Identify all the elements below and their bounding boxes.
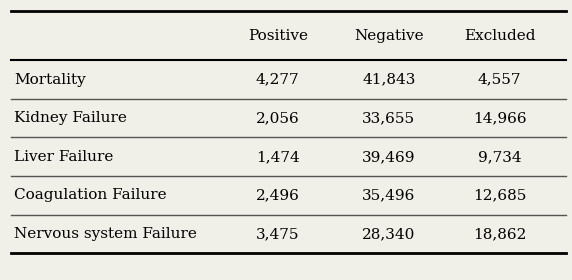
- Text: 14,966: 14,966: [473, 111, 526, 125]
- Text: Excluded: Excluded: [464, 29, 535, 43]
- Text: 2,496: 2,496: [256, 188, 300, 202]
- Text: 9,734: 9,734: [478, 150, 522, 164]
- Text: 4,277: 4,277: [256, 73, 300, 87]
- Text: Kidney Failure: Kidney Failure: [14, 111, 127, 125]
- Text: 3,475: 3,475: [256, 227, 300, 241]
- Text: Mortality: Mortality: [14, 73, 86, 87]
- Text: Positive: Positive: [248, 29, 308, 43]
- Text: 28,340: 28,340: [362, 227, 415, 241]
- Text: Liver Failure: Liver Failure: [14, 150, 114, 164]
- Text: Coagulation Failure: Coagulation Failure: [14, 188, 167, 202]
- Text: 33,655: 33,655: [362, 111, 415, 125]
- Text: 18,862: 18,862: [473, 227, 526, 241]
- Text: 4,557: 4,557: [478, 73, 522, 87]
- Text: 39,469: 39,469: [362, 150, 415, 164]
- Text: Negative: Negative: [354, 29, 423, 43]
- Text: 41,843: 41,843: [362, 73, 415, 87]
- Text: Nervous system Failure: Nervous system Failure: [14, 227, 197, 241]
- Text: 1,474: 1,474: [256, 150, 300, 164]
- Text: 12,685: 12,685: [473, 188, 526, 202]
- Text: 35,496: 35,496: [362, 188, 415, 202]
- Text: 2,056: 2,056: [256, 111, 300, 125]
